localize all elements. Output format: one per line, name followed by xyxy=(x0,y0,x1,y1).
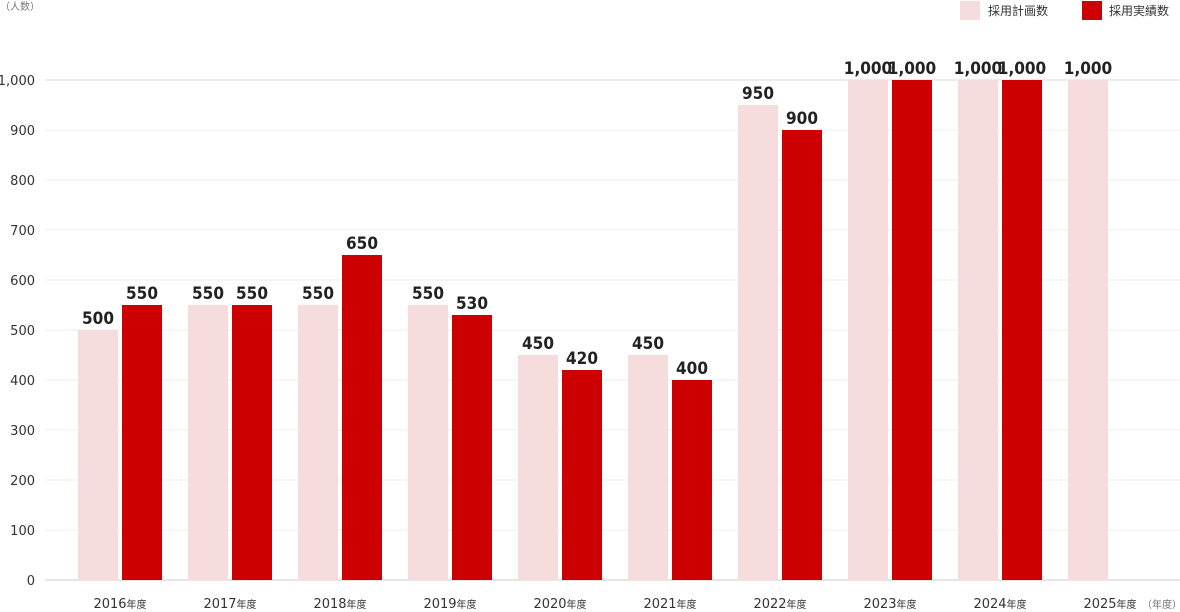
bar-plan xyxy=(738,105,778,580)
bar-actual xyxy=(232,305,272,580)
bar-plan xyxy=(298,305,338,580)
y-tick-label: 600 xyxy=(10,274,35,289)
legend-swatch-plan xyxy=(960,1,980,20)
bar-actual xyxy=(122,305,162,580)
data-label-plan: 1,000 xyxy=(844,59,892,79)
data-label-actual: 530 xyxy=(456,294,488,314)
y-tick-label: 200 xyxy=(10,474,35,489)
bar-plan xyxy=(78,330,118,580)
x-tick-label: 2023年度 xyxy=(863,597,916,612)
bar-actual xyxy=(892,80,932,580)
y-tick-label: 0 xyxy=(27,574,35,589)
bar-plan xyxy=(958,80,998,580)
data-label-plan: 550 xyxy=(302,284,334,304)
y-axis-unit-label: （人数） xyxy=(0,0,40,13)
bar-actual xyxy=(452,315,492,580)
x-tick-label: 2024年度 xyxy=(973,597,1026,612)
data-label-actual: 420 xyxy=(566,349,598,369)
bar-actual xyxy=(782,130,822,580)
bar-actual xyxy=(1002,80,1042,580)
data-label-plan: 1,000 xyxy=(954,59,1002,79)
data-label-plan: 450 xyxy=(632,334,664,354)
bar-plan xyxy=(848,80,888,580)
x-tick-label: 2016年度 xyxy=(93,597,146,612)
bar-plan xyxy=(188,305,228,580)
legend-swatch-actual xyxy=(1082,1,1102,20)
data-label-actual: 550 xyxy=(126,284,158,304)
x-tick-label: 2017年度 xyxy=(203,597,256,612)
x-tick-label: 2021年度 xyxy=(643,597,696,612)
y-tick-label: 400 xyxy=(10,374,35,389)
bar-actual xyxy=(342,255,382,580)
bar-plan xyxy=(628,355,668,580)
legend: 採用計画数 採用実績数 xyxy=(960,1,1169,20)
x-tick-label: 2022年度 xyxy=(753,597,806,612)
data-labels: 500 550 550 550 550 650 550 530 450 420 450 400 950 9… xyxy=(82,59,1112,379)
x-tick-label: 2020年度 xyxy=(533,597,586,612)
x-tick-label: 2018年度 xyxy=(313,597,366,612)
data-label-plan: 450 xyxy=(522,334,554,354)
data-label-plan: 500 xyxy=(82,309,114,329)
bar-plan xyxy=(408,305,448,580)
data-label-actual: 1,000 xyxy=(998,59,1046,79)
y-tick-label: 1,000 xyxy=(0,74,35,89)
y-tick-label: 900 xyxy=(10,124,35,139)
bar-plan xyxy=(518,355,558,580)
data-label-actual: 1,000 xyxy=(888,59,936,79)
data-label-actual: 900 xyxy=(786,109,818,129)
legend-label-actual: 採用実績数 xyxy=(1109,3,1169,18)
bar-actual xyxy=(672,380,712,580)
x-axis-unit-label: （年度） xyxy=(1142,598,1180,611)
y-tick-label: 300 xyxy=(10,424,35,439)
data-label-actual: 650 xyxy=(346,234,378,254)
x-tick-label: 2025年度 xyxy=(1083,597,1136,612)
data-label-plan: 550 xyxy=(192,284,224,304)
data-label-actual: 400 xyxy=(676,359,708,379)
legend-label-plan: 採用計画数 xyxy=(988,3,1048,18)
y-tick-label: 800 xyxy=(10,174,35,189)
data-label-plan: 950 xyxy=(742,84,774,104)
y-tick-label: 500 xyxy=(10,324,35,339)
y-tick-label: 100 xyxy=(10,524,35,539)
x-tick-label: 2019年度 xyxy=(423,597,476,612)
data-label-plan: 550 xyxy=(412,284,444,304)
bars xyxy=(78,80,1108,580)
bar-actual xyxy=(562,370,602,580)
data-label-actual: 550 xyxy=(236,284,268,304)
y-tick-label: 700 xyxy=(10,224,35,239)
data-label-plan: 1,000 xyxy=(1064,59,1112,79)
bar-plan xyxy=(1068,80,1108,580)
x-axis: 2016年度 2017年度 2018年度 2019年度 2020年度 2021年度 2022… xyxy=(93,597,1136,612)
